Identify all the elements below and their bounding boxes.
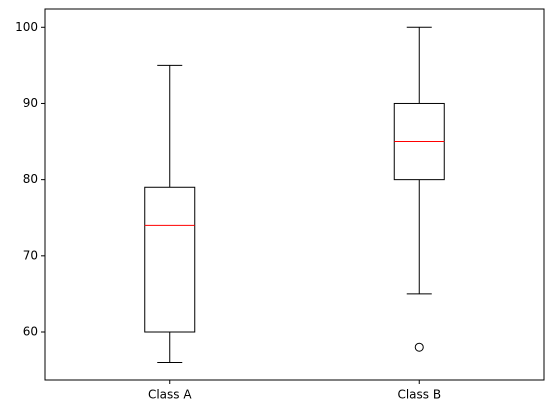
outlier (414, 342, 424, 352)
x-tick-label: Class A (148, 388, 192, 402)
y-tick-label: 90 (23, 96, 38, 110)
y-tick-label: 80 (23, 172, 38, 186)
y-tick-label: 70 (23, 248, 38, 262)
plot-frame (44, 8, 545, 381)
y-tick-label: 100 (15, 20, 38, 34)
y-tick-label: 60 (23, 325, 38, 339)
x-tick-label: Class B (397, 388, 441, 402)
box (144, 186, 196, 333)
